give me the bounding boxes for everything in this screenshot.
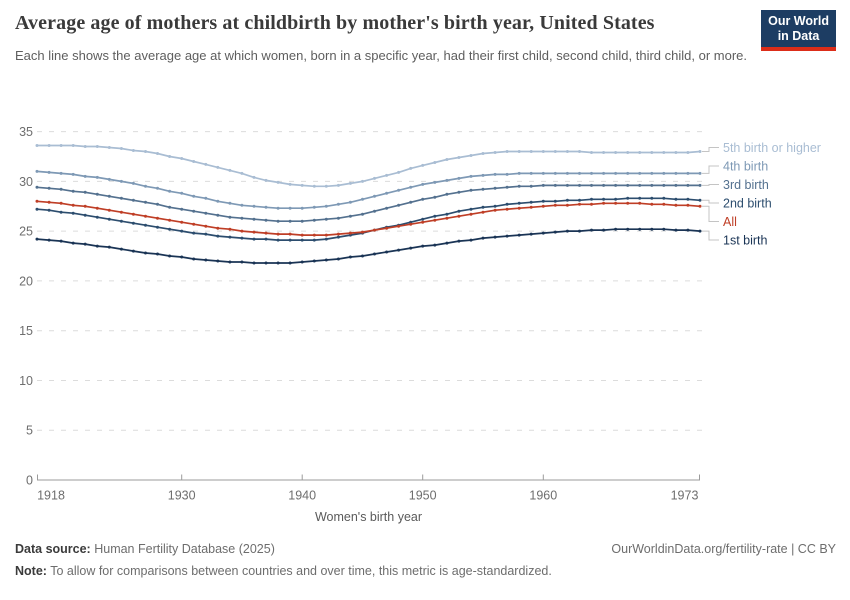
x-tick-label-1918: 1918 <box>37 489 65 503</box>
owid-logo-line1: Our World <box>768 14 829 28</box>
series-line-1st-birth[interactable] <box>36 228 701 264</box>
y-tick-label-35: 35 <box>19 125 33 139</box>
series-markers-4th-birth <box>35 169 702 210</box>
page-title: Average age of mothers at childbirth by … <box>15 12 655 34</box>
footer-left: Data source: Human Fertility Database (2… <box>15 539 552 582</box>
x-axis-title: Women's birth year <box>315 510 422 524</box>
data-source-line: Data source: Human Fertility Database (2… <box>15 539 552 561</box>
legend-label-3rd-birth[interactable]: 3rd birth <box>723 178 769 192</box>
legend-label-4th-birth[interactable]: 4th birth <box>723 160 768 174</box>
owid-logo-line2: in Data <box>777 29 820 43</box>
chart-subtitle: Each line shows the average age at which… <box>15 48 747 63</box>
y-tick-label-0: 0 <box>26 474 33 488</box>
x-tick-label-1960: 1960 <box>529 489 557 503</box>
legend-connector-all <box>702 205 719 222</box>
legend-label-1st-birth[interactable]: 1st birth <box>723 234 768 248</box>
chart-canvas: 0 5 10 15 20 25 30 35 1918 1930 1940 1950 1960 1973 Wo… <box>19 125 821 524</box>
legend-connector-3rd-birth <box>702 184 719 186</box>
x-tick-label-1940: 1940 <box>288 489 316 503</box>
data-source-value: Human Fertility Database (2025) <box>94 542 275 556</box>
y-tick-label-25: 25 <box>19 225 33 239</box>
series-line-2nd-birth[interactable] <box>36 197 701 241</box>
legend-connector-1st-birth <box>702 230 719 241</box>
legend-label-2nd-birth[interactable]: 2nd birth <box>723 197 772 211</box>
note-value: To allow for comparisons between countri… <box>50 563 552 578</box>
series-line-all[interactable] <box>36 200 701 236</box>
y-tick-label-30: 30 <box>19 175 33 189</box>
series-markers-all <box>35 199 702 237</box>
chart-footer: Data source: Human Fertility Database (2… <box>15 539 836 582</box>
series-markers-5th-birth-or-higher <box>35 144 702 188</box>
footer-link[interactable]: OurWorldinData.org/fertility-rate | CC B… <box>611 542 836 556</box>
y-tick-label-20: 20 <box>19 274 33 288</box>
series-line-5th-birth-or-higher[interactable] <box>36 144 701 188</box>
y-tick-label-15: 15 <box>19 324 33 338</box>
data-source-label: Data source: <box>15 542 91 556</box>
x-tick-label-1950: 1950 <box>409 489 437 503</box>
legend-label-all[interactable]: All <box>723 215 737 229</box>
y-tick-label-5: 5 <box>26 424 33 438</box>
note-line: Note: To allow for comparisons between c… <box>15 561 552 583</box>
series-markers-1st-birth <box>35 227 702 265</box>
owid-logo[interactable]: Our World in Data <box>761 10 836 51</box>
legend-connector-4th-birth <box>702 165 719 174</box>
legend-connector-2nd-birth <box>702 199 719 204</box>
series-line-4th-birth[interactable] <box>36 170 701 210</box>
x-tick-label-1973: 1973 <box>671 489 699 503</box>
y-tick-label-10: 10 <box>19 374 33 388</box>
legend-label-5th-birth-or-higher[interactable]: 5th birth or higher <box>723 141 821 155</box>
series-markers-3rd-birth <box>35 183 702 223</box>
chart-header: Average age of mothers at childbirth by … <box>15 10 835 66</box>
note-label: Note: <box>15 563 47 578</box>
x-tick-label-1930: 1930 <box>168 489 196 503</box>
series-line-3rd-birth[interactable] <box>36 184 701 223</box>
legend-connector-5th-birth-or-higher <box>702 147 719 152</box>
